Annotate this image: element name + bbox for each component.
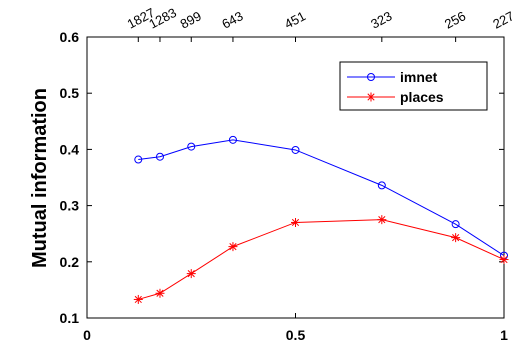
- star-stroke: [500, 255, 508, 264]
- series-layer: [133, 135, 509, 304]
- x-tick-label: 0.5: [286, 327, 306, 343]
- y-tick-label: 0.1: [60, 310, 80, 326]
- x-tick-label: 1: [500, 327, 508, 343]
- legend-places-marker: [366, 92, 376, 102]
- star-stroke: [156, 289, 164, 297]
- imnet-point: [155, 152, 164, 161]
- y-tick-label: 0.3: [60, 198, 80, 214]
- top-axis-label: 451: [282, 8, 308, 31]
- places-point: [451, 233, 461, 243]
- star-stroke: [229, 243, 237, 251]
- star-stroke: [134, 295, 142, 304]
- imnet-point: [451, 220, 460, 229]
- places-point: [228, 242, 238, 252]
- legend-box: [339, 61, 488, 111]
- legend-places-label: places: [400, 89, 444, 105]
- imnet-point: [134, 155, 143, 164]
- legend-imnet-marker: [367, 73, 375, 81]
- star-stroke: [291, 218, 300, 227]
- y-tick-label: 0.6: [60, 29, 80, 45]
- places-line: [138, 219, 505, 300]
- top-axis-label: 643: [219, 8, 245, 31]
- places-point: [291, 217, 300, 227]
- imnet-point: [187, 142, 196, 151]
- legend: imnet places: [339, 61, 488, 111]
- legend-imnet-label: imnet: [400, 69, 438, 85]
- imnet-line: [138, 139, 505, 257]
- star-stroke: [378, 216, 386, 224]
- y-tick-label: 0.4: [60, 141, 80, 157]
- places-point: [186, 269, 196, 279]
- star-stroke: [367, 93, 375, 101]
- imnet-point: [291, 145, 300, 154]
- y-tick-label: 0.2: [60, 254, 80, 270]
- imnet-point: [228, 135, 237, 144]
- places-point: [155, 288, 165, 298]
- top-axis-label: 899: [178, 8, 204, 31]
- y-axis-label: Mutual information: [29, 88, 51, 268]
- places-point: [499, 255, 509, 265]
- star-stroke: [452, 234, 460, 242]
- places-point: [377, 215, 387, 225]
- top-axis-label: 227: [490, 8, 516, 31]
- places-point: [133, 294, 143, 304]
- x-tick-label: 0: [83, 327, 91, 343]
- imnet-point: [377, 181, 386, 190]
- top-axis-label: 323: [368, 8, 394, 31]
- y-tick-label: 0.5: [60, 85, 80, 101]
- top-axis-label: 256: [442, 8, 468, 31]
- star-stroke: [187, 270, 195, 278]
